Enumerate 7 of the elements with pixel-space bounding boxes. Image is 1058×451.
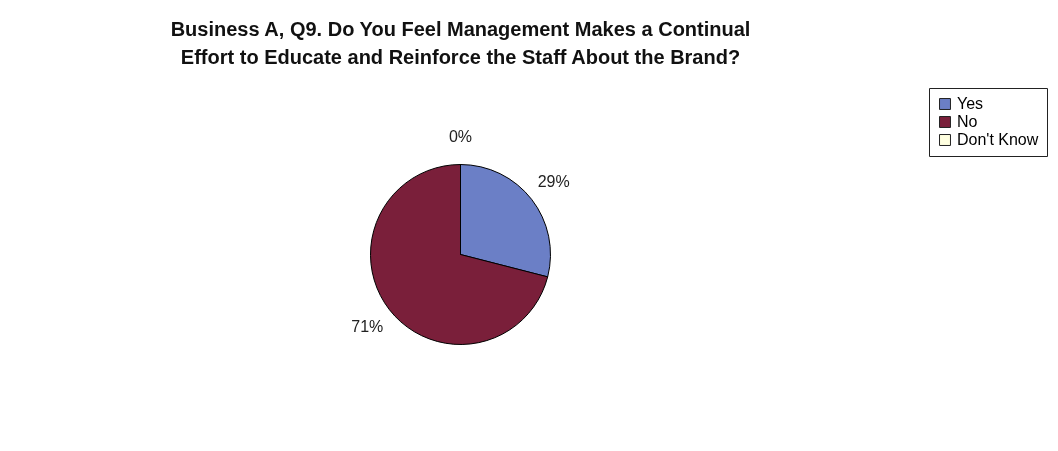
data-label: 71% (351, 317, 384, 335)
legend-label: No (957, 113, 978, 130)
chart-title: Business A, Q9. Do You Feel Management Makes a Continual Effort to Educate and Reinforce the Staff About the Brand? (170, 18, 751, 68)
data-label: 29% (537, 173, 570, 191)
legend-label: Don't Know (957, 131, 1039, 148)
legend-label: Yes (957, 95, 984, 112)
text: 0% (448, 127, 473, 145)
